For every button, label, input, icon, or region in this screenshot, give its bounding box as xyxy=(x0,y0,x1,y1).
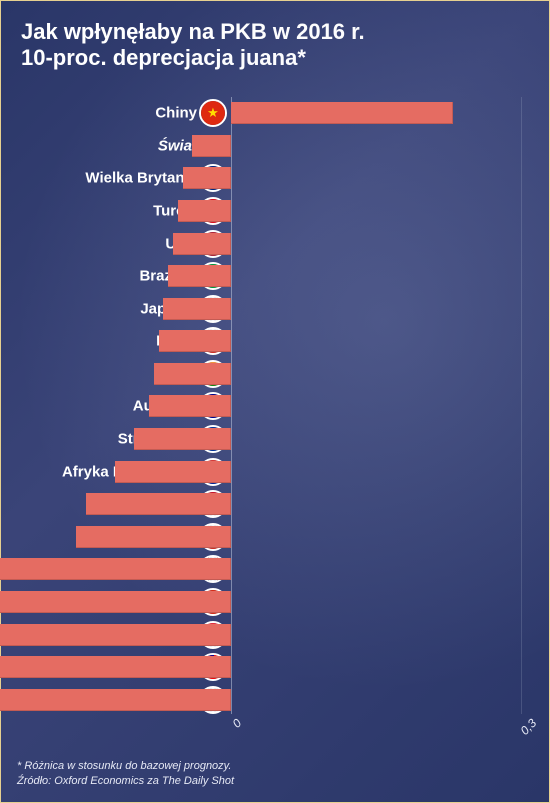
bar xyxy=(173,233,231,255)
bar xyxy=(115,461,231,483)
title-line-2: 10-proc. deprecjacja juana* xyxy=(21,45,529,71)
footnote-line-1: * Różnica w stosunku do bazowej prognozy… xyxy=(17,759,533,773)
bar xyxy=(178,200,231,222)
chart-row: Chiny★ xyxy=(1,97,519,130)
bar xyxy=(183,167,231,189)
bar xyxy=(168,265,231,287)
chart-row: Rosja xyxy=(1,325,519,358)
x-tick: 0 xyxy=(230,716,245,731)
row-label: Świat xyxy=(158,137,197,154)
bar xyxy=(0,558,231,580)
bar xyxy=(159,330,232,352)
footnote-line-2: Źródło: Oxford Economics za The Daily Sh… xyxy=(17,774,533,788)
chart-row: Strefa euro€ xyxy=(1,423,519,456)
footnote: * Różnica w stosunku do bazowej prognozy… xyxy=(17,759,533,788)
bar xyxy=(76,526,231,548)
bar xyxy=(0,624,231,646)
bar xyxy=(134,428,231,450)
cn-flag-icon: ★ xyxy=(199,99,227,127)
bar xyxy=(0,689,231,711)
title-line-1: Jak wpłynęłaby na PKB w 2016 r. xyxy=(21,19,529,45)
chart-row: Świat xyxy=(1,130,519,163)
chart-row: Tajwan☀ xyxy=(1,651,519,684)
x-axis: -0,9-0,6-0,300,3 xyxy=(1,714,519,742)
chart-row: Turcja☪ xyxy=(1,195,519,228)
chart-row: Indonezja xyxy=(1,488,519,521)
chart-row: Japonia● xyxy=(1,292,519,325)
chart-row: Singapur☪ xyxy=(1,618,519,651)
chart-row: Brazylia◆ xyxy=(1,260,519,293)
chart-row: Wielka Brytania✚ xyxy=(1,162,519,195)
chart-row: Chile★ xyxy=(1,521,519,554)
bar xyxy=(0,656,231,678)
chart-row: USA xyxy=(1,227,519,260)
bar xyxy=(192,135,231,157)
bar xyxy=(231,102,453,124)
chart-row: Afryka Południowa xyxy=(1,455,519,488)
x-tick: 0,3 xyxy=(518,716,540,738)
bar xyxy=(0,591,231,613)
row-label: Wielka Brytania xyxy=(85,170,197,187)
bar xyxy=(163,298,231,320)
chart: Chiny★ŚwiatWielka Brytania✚Turcja☪USABra… xyxy=(1,97,539,742)
bar xyxy=(149,395,231,417)
chart-title: Jak wpłynęłaby na PKB w 2016 r. 10-proc.… xyxy=(1,1,549,72)
grid-line xyxy=(521,97,522,714)
chart-row: Meksyk xyxy=(1,553,519,586)
bar xyxy=(154,363,231,385)
chart-rows: Chiny★ŚwiatWielka Brytania✚Turcja☪USABra… xyxy=(1,97,519,714)
bar xyxy=(86,493,231,515)
chart-row: Hongkong✿ xyxy=(1,586,519,619)
chart-row: Indie๏ xyxy=(1,358,519,391)
chart-row: Korea☯ xyxy=(1,683,519,716)
chart-row: Australia✦ xyxy=(1,390,519,423)
row-label: Chiny xyxy=(155,105,197,122)
